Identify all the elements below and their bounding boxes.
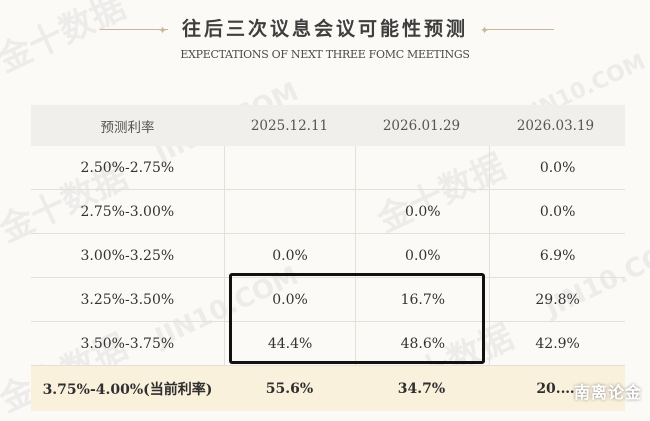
page-subtitle: EXPECTATIONS OF NEXT THREE FOMC MEETINGS xyxy=(180,48,470,61)
column-header-rate: 预测利率 xyxy=(100,119,155,136)
probability-cell: 0.0% xyxy=(489,146,625,189)
column-header-date: 2025.12.11 xyxy=(250,117,329,134)
header: ✦ 往后三次议息会议可能性预测 ✦ EXPECTATIONS OF NEXT T… xyxy=(0,0,650,80)
table-row: 3.00%-3.25% 0.0% 0.0% 6.9% xyxy=(31,234,625,278)
rate-range-cell: 3.50%-3.75% xyxy=(80,335,175,352)
rate-range-cell: 3.00%-3.25% xyxy=(80,247,175,264)
probability-cell: 20.… xyxy=(536,380,575,397)
column-header-date: 2026.01.29 xyxy=(382,117,461,134)
probability-cell: 29.8% xyxy=(489,278,625,321)
title-rule-right xyxy=(486,29,554,30)
rate-range-cell: 3.75%-4.00%(当前利率) xyxy=(42,381,213,398)
current-rate-row: 3.75%-4.00%(当前利率) 55.6% 34.7% 20.… xyxy=(31,366,625,411)
probability-cell xyxy=(355,146,489,189)
rate-range-cell: 2.75%-3.00% xyxy=(80,203,175,220)
rate-range-cell: 3.25%-3.50% xyxy=(80,291,175,308)
page-title: 往后三次议息会议可能性预测 xyxy=(181,18,468,40)
table-row: 3.50%-3.75% 44.4% 48.6% 42.9% xyxy=(31,322,625,366)
probability-cell: 6.9% xyxy=(489,234,625,277)
probability-cell: 34.7% xyxy=(397,380,446,397)
column-header-date: 2026.03.19 xyxy=(516,117,595,134)
table-header-row: 预测利率 2025.12.11 2026.01.29 2026.03.19 xyxy=(31,105,625,146)
probability-cell: 0.0% xyxy=(223,234,356,277)
probability-cell: 0.0% xyxy=(489,190,625,233)
title-deco-left: ✦ xyxy=(158,24,168,37)
title-rule-left xyxy=(100,29,168,30)
table-row: 3.25%-3.50% 0.0% 16.7% 29.8% xyxy=(31,278,625,322)
probability-cell: 0.0% xyxy=(223,278,356,321)
probability-cell: 44.4% xyxy=(223,322,356,365)
table-row: 2.75%-3.00% 0.0% 0.0% xyxy=(31,190,625,234)
probability-cell xyxy=(223,146,356,189)
probability-cell: 48.6% xyxy=(355,322,489,365)
probability-cell: 0.0% xyxy=(355,190,489,233)
table-row: 2.50%-2.75% 0.0% xyxy=(31,146,625,190)
title-deco-right: ✦ xyxy=(480,24,490,37)
corner-logo: 南离论金 xyxy=(573,383,642,402)
highlight-box xyxy=(229,273,485,364)
probability-cell: 42.9% xyxy=(489,322,625,365)
rate-range-cell: 2.50%-2.75% xyxy=(80,159,175,176)
probability-cell: 55.6% xyxy=(265,380,314,397)
probability-cell xyxy=(223,190,356,233)
probability-cell: 0.0% xyxy=(355,234,489,277)
probability-cell: 16.7% xyxy=(355,278,489,321)
